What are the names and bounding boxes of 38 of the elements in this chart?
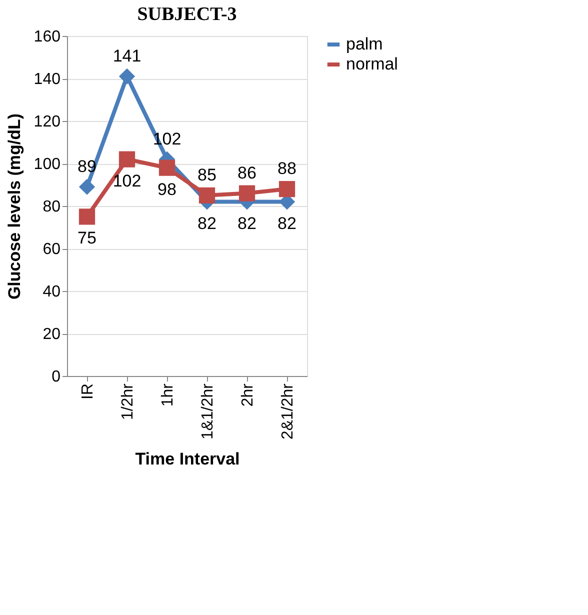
x-axis-title: Time Interval (135, 450, 240, 469)
data-label: 88 (278, 159, 296, 178)
x-tick-label: 1/2hr (120, 382, 136, 420)
point (78, 178, 96, 195)
y-tick-label: 40 (42, 284, 61, 300)
point (118, 68, 136, 84)
point (278, 180, 296, 198)
x-tick-label: IR (80, 384, 96, 400)
data-label: 141 (112, 46, 142, 66)
data-label: 82 (198, 214, 216, 233)
point (158, 160, 176, 176)
x-tick-label: 1&1/2hr (200, 382, 216, 440)
x-tick-label: 2&1/2hr (280, 382, 296, 440)
data-label: 102 (112, 171, 142, 190)
data-label: 98 (158, 180, 176, 199)
legend-label: normal (346, 54, 398, 74)
y-tick-label: 20 (42, 326, 61, 343)
y-tick-label: 60 (42, 241, 61, 258)
y-tick-label: 140 (34, 71, 61, 88)
point (118, 151, 136, 168)
data-label: 85 (198, 165, 216, 184)
point (198, 187, 216, 204)
data-label: 82 (238, 214, 256, 233)
legend-label: palm (346, 34, 383, 54)
data-label: 82 (278, 214, 296, 233)
y-tick-label: 100 (34, 156, 61, 173)
y-axis-title: Glucose levels (mg/dL) (4, 113, 24, 300)
point (238, 185, 256, 202)
y-tick-label: 80 (42, 198, 61, 216)
x-tick-label: 2hr (240, 382, 256, 407)
y-tick-label: 120 (34, 114, 61, 130)
y-tick-label: 160 (34, 28, 61, 46)
data-label: 75 (78, 228, 96, 248)
point (78, 208, 96, 225)
y-tick-label: 0 (52, 368, 61, 386)
data-label: 86 (238, 163, 256, 182)
chart-title: SUBJECT-3 (137, 4, 237, 25)
x-tick-label: 1hr (160, 382, 176, 407)
